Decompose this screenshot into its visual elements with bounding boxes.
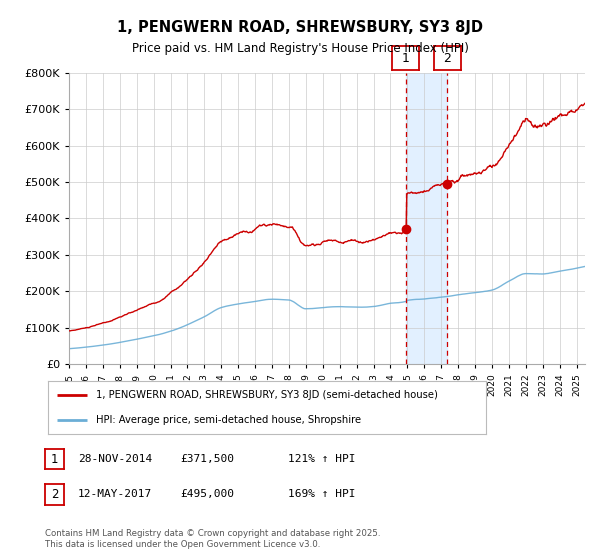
Text: Contains HM Land Registry data © Crown copyright and database right 2025.
This d: Contains HM Land Registry data © Crown c… (45, 529, 380, 549)
Text: 1, PENGWERN ROAD, SHREWSBURY, SY3 8JD: 1, PENGWERN ROAD, SHREWSBURY, SY3 8JD (117, 20, 483, 35)
Text: £371,500: £371,500 (180, 454, 234, 464)
Bar (406, 73, 447, 364)
Text: £495,000: £495,000 (180, 489, 234, 500)
Text: 1: 1 (402, 52, 410, 65)
Text: 1, PENGWERN ROAD, SHREWSBURY, SY3 8JD (semi-detached house): 1, PENGWERN ROAD, SHREWSBURY, SY3 8JD (s… (96, 390, 438, 400)
Text: 2: 2 (51, 488, 58, 501)
Text: 1: 1 (51, 452, 58, 466)
Text: Price paid vs. HM Land Registry's House Price Index (HPI): Price paid vs. HM Land Registry's House … (131, 42, 469, 55)
Text: 2: 2 (443, 52, 451, 65)
Text: 12-MAY-2017: 12-MAY-2017 (78, 489, 152, 500)
Text: 169% ↑ HPI: 169% ↑ HPI (288, 489, 355, 500)
Text: HPI: Average price, semi-detached house, Shropshire: HPI: Average price, semi-detached house,… (96, 414, 361, 424)
Text: 121% ↑ HPI: 121% ↑ HPI (288, 454, 355, 464)
Text: 28-NOV-2014: 28-NOV-2014 (78, 454, 152, 464)
